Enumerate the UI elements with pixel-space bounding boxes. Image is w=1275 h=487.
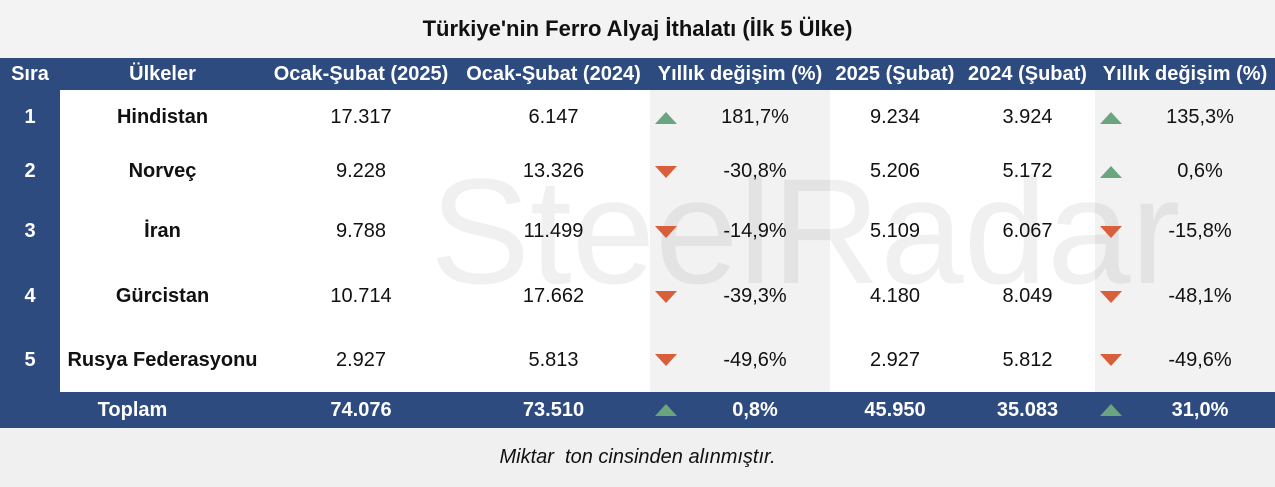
value-cell: 3.924 [1002, 106, 1053, 128]
change-cell: -30,8% [723, 160, 787, 182]
value-cell: 17.317 [330, 106, 392, 128]
total-band [0, 392, 1275, 428]
value-cell: 13.326 [522, 160, 585, 182]
change-cell: -15,8% [1168, 220, 1232, 242]
header-cell: Ocak-Şubat (2024) [457, 58, 650, 90]
country-cell: Rusya Federasyonu [67, 348, 258, 371]
up-arrow [655, 111, 677, 124]
arrow-shape [655, 165, 677, 178]
total-value: 35.083 [996, 398, 1059, 421]
total-value: 45.950 [864, 398, 926, 421]
value-cell: 5.206 [869, 160, 921, 182]
down-arrow [655, 225, 677, 238]
value-cell: 10.714 [330, 285, 392, 307]
header-cell: Yıllık değişim (%) [650, 58, 830, 90]
arrow-shape [655, 290, 677, 303]
country-cell: İran [144, 220, 181, 242]
total-change: 31,0% [1171, 398, 1229, 421]
rank-cell: 5 [0, 328, 60, 392]
rank-cell: 2 [0, 145, 60, 198]
value-cell: 17.662 [522, 285, 585, 307]
total-value: 73.510 [522, 398, 585, 421]
country-cell: Gürcistan [115, 285, 210, 307]
header-cell: Ocak-Şubat (2025) [265, 58, 457, 90]
total-change: 0,8% [732, 398, 778, 421]
arrow-shape [1100, 354, 1122, 366]
arrow-shape [655, 111, 677, 124]
arrow-shape [1100, 225, 1122, 238]
value-cell: 6.067 [1002, 220, 1053, 242]
arrow-shape [1100, 404, 1122, 416]
country-cell: Norveç [128, 160, 197, 182]
value-cell: 8.049 [1002, 285, 1053, 307]
value-cell: 5.172 [1002, 160, 1053, 182]
value-cell: 9.788 [335, 220, 387, 242]
down-arrow [1100, 354, 1122, 366]
change-cell: -14,9% [723, 220, 787, 242]
arrow-shape [1100, 165, 1122, 178]
title: Türkiye'nin Ferro Alyaj İthalatı (İlk 5 … [0, 0, 1275, 58]
down-arrow [1100, 290, 1122, 303]
down-arrow [655, 290, 677, 303]
column-shade [1095, 90, 1275, 392]
rank-cell: 3 [0, 198, 60, 265]
value-cell: 2.927 [335, 348, 387, 371]
value-cell: 9.228 [335, 160, 387, 182]
arrow-shape [1100, 290, 1122, 303]
header-cell: 2024 (Şubat) [960, 58, 1095, 90]
total-label: Toplam [97, 398, 168, 421]
down-arrow [1100, 225, 1122, 238]
total-value: 74.076 [330, 398, 392, 421]
arrow-shape [655, 225, 677, 238]
column-shade [650, 90, 830, 392]
change-cell: -49,6% [723, 348, 787, 371]
value-cell: 6.147 [528, 106, 579, 128]
arrow-shape [1100, 111, 1122, 124]
country-cell: Hindistan [116, 106, 209, 128]
change-cell: -39,3% [723, 285, 787, 307]
value-cell: 4.180 [869, 285, 921, 307]
arrow-shape [655, 354, 677, 366]
value-cell: 5.109 [869, 220, 921, 242]
header-cell: Ülkeler [60, 58, 265, 90]
change-cell: 0,6% [1177, 160, 1223, 182]
change-cell: -48,1% [1168, 285, 1232, 307]
change-cell: -49,6% [1168, 348, 1232, 371]
value-cell: 9.234 [869, 106, 921, 128]
value-cell: 5.813 [528, 348, 579, 371]
change-cell: 135,3% [1166, 106, 1234, 128]
rank-cell: 1 [0, 90, 60, 145]
value-cell: 5.812 [1002, 348, 1053, 371]
up-arrow [1100, 404, 1122, 416]
up-arrow [1100, 165, 1122, 178]
up-arrow [655, 404, 677, 416]
footnote: Miktar ton cinsinden alınmıştır. [0, 428, 1275, 487]
down-arrow [655, 354, 677, 366]
up-arrow [1100, 111, 1122, 124]
value-cell: 2.927 [869, 348, 921, 371]
change-cell: 181,7% [721, 106, 789, 128]
header-cell: Sıra [0, 58, 60, 90]
rank-cell: 4 [0, 265, 60, 328]
value-cell: 11.499 [523, 220, 584, 242]
arrow-shape [655, 404, 677, 416]
header-cell: 2025 (Şubat) [830, 58, 960, 90]
down-arrow [655, 165, 677, 178]
header-cell: Yıllık değişim (%) [1095, 58, 1275, 90]
